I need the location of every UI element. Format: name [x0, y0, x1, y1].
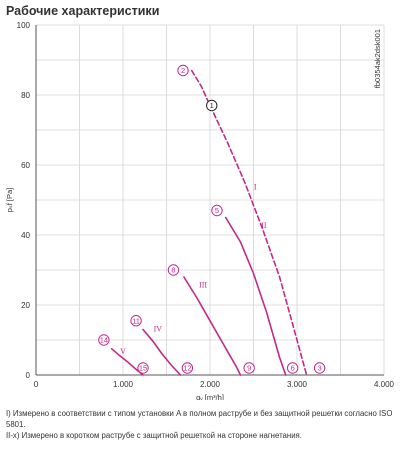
marker-label-12: 12	[183, 364, 191, 373]
chart-axes: 0 1.000 2.000 3.000 4.000 0 20 40 60 80 100 qᵥ [m³/…	[5, 21, 395, 400]
chart-curves	[110, 69, 308, 376]
marker-label-3: 3	[318, 364, 322, 373]
marker-circle-6	[286, 362, 299, 374]
y-tick-label: 100	[17, 21, 31, 30]
marker-circle-3	[313, 362, 326, 374]
x-tick-label: 0	[34, 380, 39, 389]
y-tick-label: 60	[21, 161, 30, 170]
footnote-2: II-x) Измерено в коротком раструбе с защ…	[6, 431, 302, 440]
series-line-iv	[142, 328, 182, 376]
series-line-i	[190, 69, 308, 376]
marker-circle-8	[167, 264, 180, 276]
x-tick-label: 1.000	[113, 380, 134, 389]
x-tick-label: 3.000	[287, 380, 308, 389]
marker-label-2: 2	[181, 66, 185, 75]
marker-label-11: 11	[132, 316, 140, 325]
x-tick-label: 4.000	[374, 380, 395, 389]
marker-circle-2	[177, 64, 189, 77]
marker-label-6: 6	[291, 364, 295, 373]
performance-chart: 0 1.000 2.000 3.000 4.000 0 20 40 60 80 100 qᵥ [m³/…	[5, 21, 395, 400]
series-line-ii	[224, 216, 287, 376]
chart-code-label: fb0354ak2dsk001	[373, 29, 382, 88]
chart-grid	[35, 24, 385, 376]
marker-circle-9	[243, 362, 255, 374]
marker-circle-14	[98, 334, 110, 346]
series-label-v: V	[120, 347, 126, 356]
y-tick-label: 80	[21, 91, 30, 100]
marker-circle-1	[206, 99, 218, 112]
page-title: Рабочие характеристики	[6, 4, 160, 18]
x-axis-label: qᵥ [m³/h]	[196, 393, 224, 400]
marker-circle-5	[211, 204, 223, 217]
series-line-iii	[183, 276, 242, 376]
footnotes: I) Измерено в соответствии с типом устан…	[6, 408, 402, 441]
y-tick-label: 0	[26, 371, 31, 380]
marker-circle-11	[130, 315, 142, 327]
marker-circle-15	[137, 362, 149, 374]
series-label-iv: IV	[154, 324, 163, 333]
marker-label-15: 15	[139, 364, 147, 373]
y-tick-label: 20	[21, 301, 30, 310]
marker-label-14: 14	[100, 336, 108, 345]
footnote-1: I) Измерено в соответствии с типом устан…	[6, 409, 393, 429]
marker-label-5: 5	[215, 206, 219, 215]
series-label-iii: III	[199, 281, 207, 290]
marker-circle-12	[181, 362, 194, 374]
y-tick-label: 40	[21, 231, 30, 240]
series-label-ii: II	[261, 221, 267, 230]
marker-label-8: 8	[171, 266, 175, 275]
x-tick-label: 2.000	[200, 380, 221, 389]
series-label-i: I	[254, 183, 257, 192]
marker-label-9: 9	[247, 364, 251, 373]
y-axis-label: pₛf [Pa]	[5, 188, 14, 212]
marker-label-1: 1	[210, 101, 214, 110]
